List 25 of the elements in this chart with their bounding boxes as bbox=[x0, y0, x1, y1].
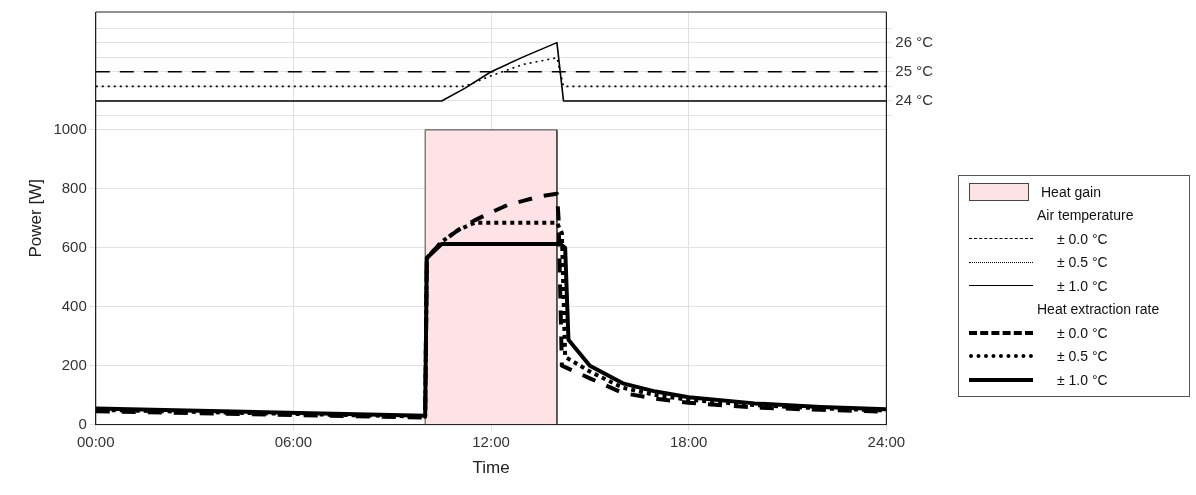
x-axis-title: Time bbox=[472, 458, 510, 478]
y2-tick-label: 24 °C bbox=[895, 91, 934, 109]
x-tick-label: 00:00 bbox=[77, 432, 115, 450]
y-tick-label: 1000 bbox=[53, 120, 87, 138]
x-tick-label: 12:00 bbox=[472, 432, 510, 450]
y-tick-label: 400 bbox=[61, 296, 87, 314]
x-tick-label: 18:00 bbox=[669, 432, 708, 450]
y-tick-label: 800 bbox=[61, 178, 87, 196]
legend-label: ± 1.0 °C bbox=[1056, 277, 1108, 294]
legend-label: ± 1.0 °C bbox=[1056, 371, 1108, 388]
x-tick-label: 06:00 bbox=[274, 432, 313, 450]
text: Heat extraction rate bbox=[1036, 300, 1161, 320]
legend-label: ± 0.0 °C bbox=[1056, 230, 1108, 247]
y-tick-label: 600 bbox=[61, 237, 87, 255]
legend-label: ± 0.0 °C bbox=[1056, 324, 1108, 341]
text: Air temperature bbox=[1036, 206, 1135, 226]
x-tick-label: 24:00 bbox=[867, 432, 906, 450]
y2-tick-label: 25 °C bbox=[895, 61, 934, 79]
legend-label: ± 0.5 °C bbox=[1056, 348, 1108, 365]
y2-tick-label: 26 °C bbox=[895, 32, 934, 50]
legend-label: ± 0.5 °C bbox=[1056, 254, 1108, 271]
y-axis-title: Power [W] bbox=[25, 179, 45, 258]
y-tick-label: 200 bbox=[61, 355, 87, 373]
legend-label: Heat gain bbox=[1041, 183, 1101, 200]
y-tick-label: 0 bbox=[78, 414, 87, 432]
